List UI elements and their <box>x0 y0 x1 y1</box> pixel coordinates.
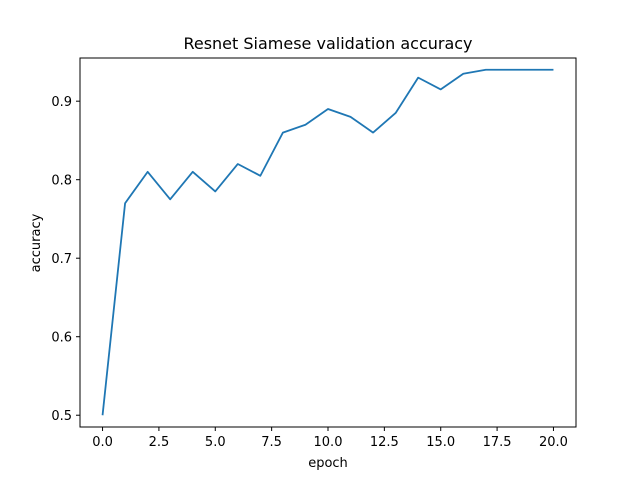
chart-title: Resnet Siamese validation accuracy <box>183 34 472 53</box>
y-tick-label: 0.6 <box>51 331 72 346</box>
x-tick-label: 2.5 <box>149 435 170 450</box>
x-tick-label: 12.5 <box>370 435 399 450</box>
plot-frame <box>80 58 576 427</box>
y-axis-label: accuracy <box>29 213 44 272</box>
y-tick-label: 0.9 <box>51 95 72 110</box>
x-tick-label: 0.0 <box>92 435 113 450</box>
y-tick-label: 0.7 <box>51 252 72 267</box>
x-axis-label: epoch <box>308 456 348 471</box>
series-line <box>103 70 554 415</box>
x-tick-label: 17.5 <box>483 435 512 450</box>
y-tick-label: 0.5 <box>51 409 72 424</box>
x-tick-label: 20.0 <box>539 435 568 450</box>
x-tick-label: 5.0 <box>205 435 226 450</box>
x-tick-label: 10.0 <box>314 435 343 450</box>
x-tick-label: 7.5 <box>261 435 282 450</box>
x-tick-label: 15.0 <box>426 435 455 450</box>
y-tick-label: 0.8 <box>51 174 72 189</box>
